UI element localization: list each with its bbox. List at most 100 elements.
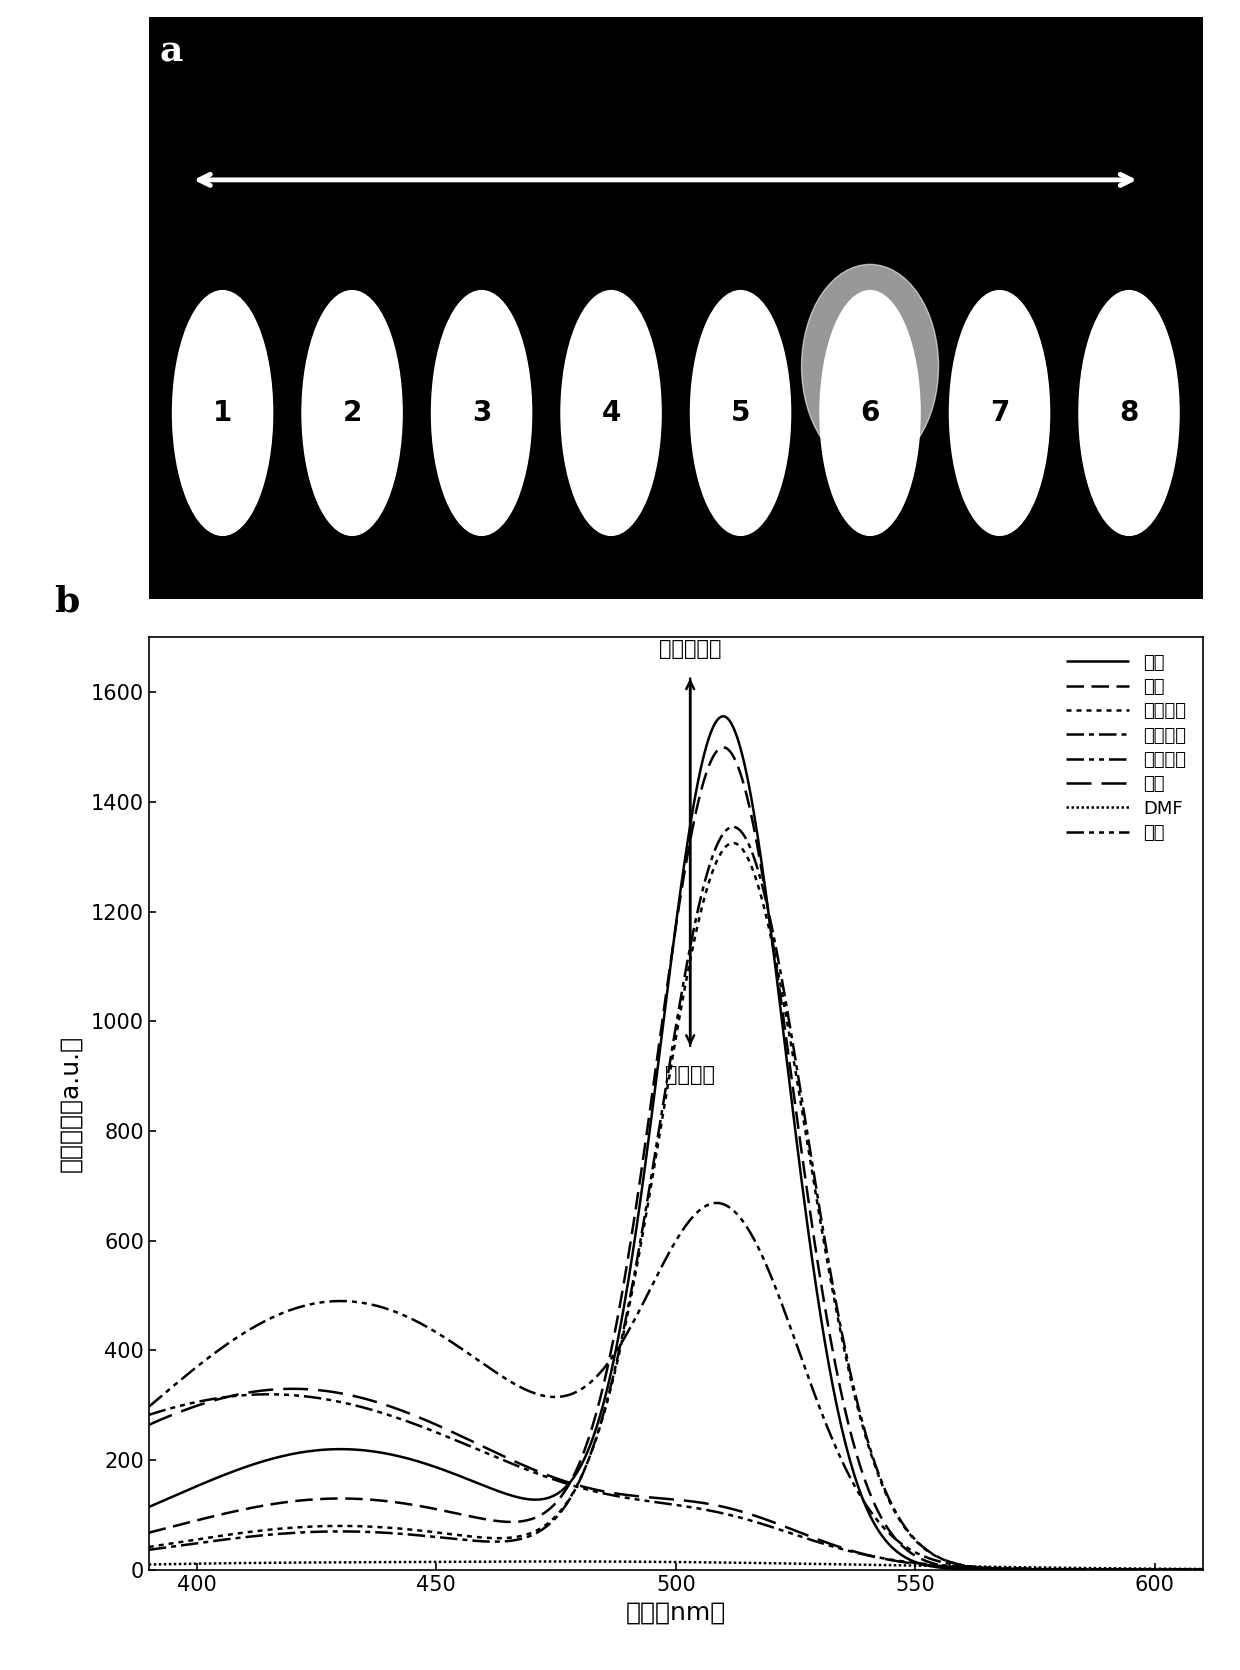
己烷 — [1172, 1560, 1187, 1580]
二氯甲烷 — [141, 1536, 156, 1556]
Ellipse shape — [432, 291, 532, 536]
乙醇 — [714, 1503, 729, 1523]
DMF — [771, 1553, 786, 1573]
乙醇 — [644, 1491, 658, 1511]
Line: DMF: DMF — [149, 1561, 1203, 1570]
甲苯 — [649, 1059, 663, 1079]
X-axis label: 波长（nm）: 波长（nm） — [626, 1600, 725, 1625]
二氯甲烷 — [771, 964, 786, 984]
甲苯 — [141, 1523, 156, 1543]
二氯甲烷 — [642, 1186, 657, 1206]
Text: 8: 8 — [1120, 399, 1138, 428]
三氯甲烷 — [714, 1194, 729, 1214]
乙腑 — [1172, 1560, 1187, 1580]
二氯甲烷 — [1172, 1560, 1187, 1580]
二氯甲烷 — [712, 847, 727, 867]
DMF — [141, 1555, 156, 1575]
Text: 低极性溦剂: 低极性溦剂 — [658, 640, 722, 660]
Ellipse shape — [1079, 291, 1179, 536]
Line: 三氯甲烷: 三氯甲烷 — [149, 1202, 1203, 1570]
乙腑 — [771, 1515, 786, 1535]
三氯甲烷 — [771, 1284, 786, 1304]
Text: 7: 7 — [990, 399, 1009, 428]
乙腑 — [1195, 1560, 1210, 1580]
己烷 — [712, 708, 727, 728]
乙酸乙酯 — [771, 950, 786, 970]
Line: 二氯甲烷: 二氯甲烷 — [149, 843, 1203, 1570]
己烷 — [1195, 1560, 1210, 1580]
乙酸乙酯 — [1007, 1560, 1022, 1580]
甲苯 — [1195, 1560, 1210, 1580]
乙腑 — [651, 1488, 666, 1508]
三氯甲烷 — [1195, 1560, 1210, 1580]
二氯甲烷 — [649, 1147, 663, 1167]
乙醇 — [1195, 1560, 1210, 1580]
乙腑 — [1007, 1560, 1022, 1580]
二氯甲烷 — [1007, 1560, 1022, 1580]
Text: 极性溦剂: 极性溦剂 — [665, 1065, 715, 1086]
甲苯 — [712, 738, 727, 758]
Line: 乙腑: 乙腑 — [149, 1389, 1203, 1570]
乙酸乙酯 — [1195, 1560, 1210, 1580]
DMF — [1007, 1556, 1022, 1576]
己烷 — [771, 980, 786, 1000]
甲苯 — [642, 1104, 657, 1124]
三氯甲烷 — [642, 1281, 657, 1301]
三氯甲烷 — [1172, 1560, 1187, 1580]
Ellipse shape — [560, 291, 661, 536]
己烷 — [649, 1074, 663, 1094]
Legend: 己烷, 甲苯, 二氯甲烷, 乙酸乙酯, 三氯甲烷, 乙腑, DMF, 乙醇: 己烷, 甲苯, 二氯甲烷, 乙酸乙酯, 三氯甲烷, 乙腑, DMF, 乙醇 — [1059, 646, 1194, 848]
Text: a: a — [159, 33, 182, 68]
乙酸乙酯 — [141, 1540, 156, 1560]
己烷 — [715, 706, 730, 726]
乙酸乙酯 — [1172, 1560, 1187, 1580]
甲苯 — [1172, 1560, 1187, 1580]
乙醇 — [1007, 1558, 1022, 1578]
DMF — [644, 1551, 658, 1571]
乙腑 — [714, 1496, 729, 1516]
Line: 乙醇: 乙醇 — [149, 1394, 1203, 1570]
二氯甲烷 — [727, 833, 742, 853]
二氯甲烷 — [1195, 1560, 1210, 1580]
乙腑 — [644, 1488, 658, 1508]
三氯甲烷 — [141, 1396, 156, 1416]
Text: 3: 3 — [472, 399, 491, 428]
乙酸乙酯 — [727, 817, 742, 837]
Ellipse shape — [303, 291, 402, 536]
乙醇 — [651, 1493, 666, 1513]
三氯甲烷 — [709, 1192, 724, 1212]
乙腑 — [285, 1379, 300, 1399]
Text: b: b — [53, 584, 79, 618]
Ellipse shape — [691, 291, 791, 536]
DMF — [1195, 1560, 1210, 1580]
乙酸乙酯 — [642, 1177, 657, 1197]
Text: 5: 5 — [730, 399, 750, 428]
Y-axis label: 荆光强度（a.u.）: 荆光强度（a.u.） — [58, 1035, 83, 1172]
Text: 2: 2 — [342, 399, 362, 428]
三氯甲烷 — [649, 1268, 663, 1288]
Line: 乙酸乙酯: 乙酸乙酯 — [149, 827, 1203, 1570]
Text: 1: 1 — [213, 399, 232, 428]
DMF — [651, 1551, 666, 1571]
乙腑 — [141, 1414, 156, 1435]
Line: 己烷: 己烷 — [149, 716, 1203, 1570]
Ellipse shape — [801, 264, 939, 468]
三氯甲烷 — [1007, 1560, 1022, 1580]
乙醇 — [771, 1520, 786, 1540]
Text: 6: 6 — [861, 399, 879, 428]
己烷 — [141, 1496, 156, 1516]
乙酸乙酯 — [649, 1139, 663, 1159]
Line: 甲苯: 甲苯 — [149, 746, 1203, 1570]
己烷 — [642, 1124, 657, 1144]
DMF — [553, 1551, 568, 1571]
甲苯 — [1007, 1560, 1022, 1580]
Ellipse shape — [820, 291, 920, 536]
Ellipse shape — [950, 291, 1049, 536]
乙酸乙酯 — [712, 830, 727, 850]
乙醇 — [141, 1404, 156, 1425]
己烷 — [1007, 1560, 1022, 1580]
DMF — [714, 1553, 729, 1573]
甲苯 — [715, 736, 730, 757]
乙醇 — [1172, 1560, 1187, 1580]
Text: 4: 4 — [601, 399, 621, 428]
